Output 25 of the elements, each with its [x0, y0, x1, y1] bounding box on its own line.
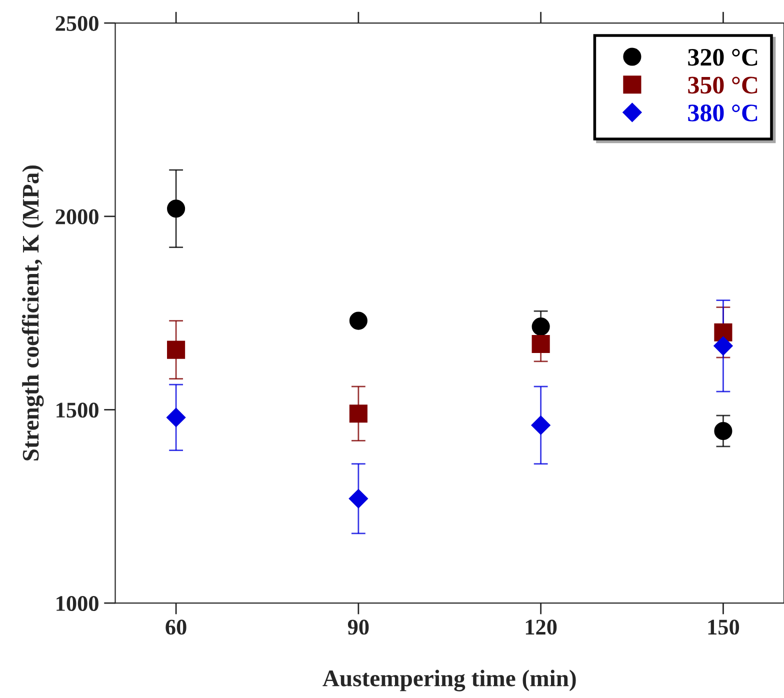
- y-tick-label: 1500: [56, 402, 98, 418]
- point: [167, 340, 186, 359]
- y-axis-title: Strength coefficient, K (MPa): [22, 165, 44, 460]
- point: [532, 334, 550, 354]
- point: [167, 200, 186, 218]
- point: [349, 312, 368, 330]
- legend-label: 380 °C: [688, 104, 758, 122]
- point: [714, 336, 733, 356]
- y-tick-label: 2500: [56, 16, 98, 31]
- x-tick-label: 60: [166, 620, 186, 635]
- legend-label: 320 °C: [688, 48, 758, 66]
- point: [714, 323, 732, 342]
- x-tick-label: 90: [348, 620, 369, 635]
- x-tick-label: 120: [526, 620, 557, 635]
- x-axis-title: Austempering time (min): [322, 670, 576, 692]
- y-tick-label: 2000: [56, 209, 98, 224]
- legend-label: 350 °C: [688, 76, 758, 94]
- point: [348, 489, 368, 508]
- point: [531, 416, 550, 435]
- point: [166, 408, 186, 427]
- y-tick-label: 1000: [56, 596, 98, 611]
- x-tick-label: 150: [708, 620, 740, 635]
- point: [714, 422, 732, 440]
- point: [532, 318, 550, 336]
- point: [349, 404, 368, 423]
